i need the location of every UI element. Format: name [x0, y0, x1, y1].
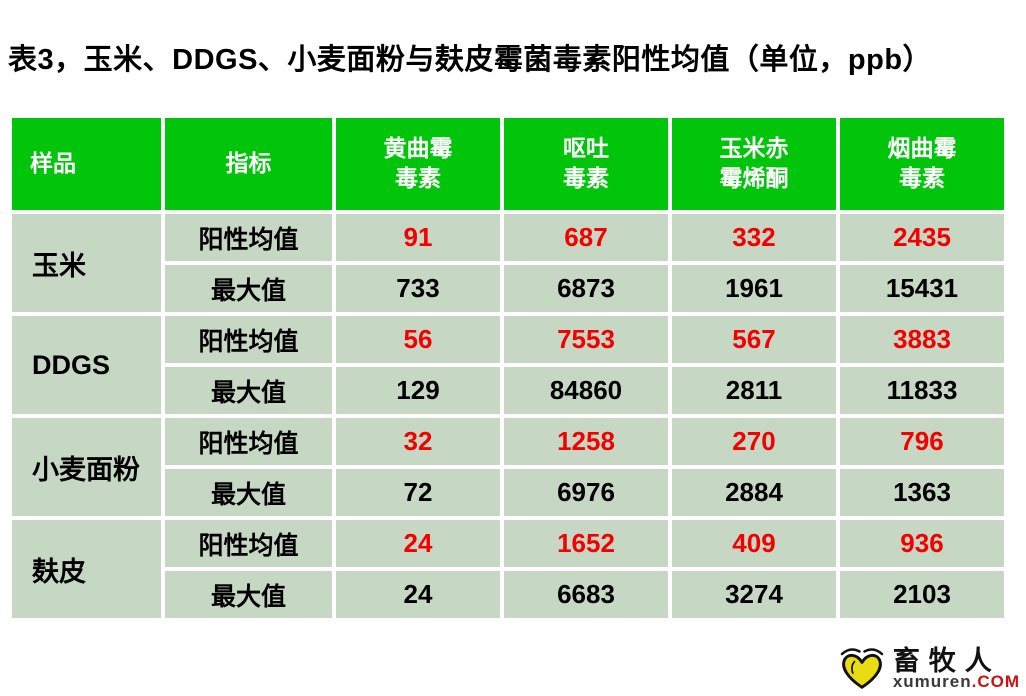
value-cell: 1363 — [840, 469, 1004, 516]
table-row: 麸皮 阳性均值 24 1652 409 936 — [12, 520, 1004, 618]
table-row: 玉米 阳性均值 91 687 332 2435 — [12, 214, 1004, 312]
value-cell: 1258 — [504, 418, 668, 465]
value-cell: 84860 — [504, 367, 668, 414]
sample-cell-wheat-flour: 小麦面粉 — [12, 418, 161, 516]
header-sample: 样品 — [12, 118, 161, 210]
sample-cell-bran: 麸皮 — [12, 520, 161, 618]
value-cell: 6976 — [504, 469, 668, 516]
value-cell: 1652 — [504, 520, 668, 567]
table-row: DDGS 阳性均值 56 7553 567 3883 — [12, 316, 1004, 414]
table-row: 最大值 72 6976 2884 1363 — [12, 469, 1004, 516]
row-label-max: 最大值 — [165, 571, 332, 618]
header-row: 样品 指标 黄曲霉 毒素 呕吐 毒素 玉米赤 霉烯酮 烟曲霉 毒素 — [12, 118, 1004, 210]
value-cell: 270 — [672, 418, 836, 465]
sample-cell-ddgs: DDGS — [12, 316, 161, 414]
value-cell: 32 — [336, 418, 500, 465]
table-row: 最大值 733 6873 1961 15431 — [12, 265, 1004, 312]
value-cell: 129 — [336, 367, 500, 414]
value-cell: 72 — [336, 469, 500, 516]
table-row: 最大值 129 84860 2811 11833 — [12, 367, 1004, 414]
value-cell: 936 — [840, 520, 1004, 567]
mycotoxin-table: 样品 指标 黄曲霉 毒素 呕吐 毒素 玉米赤 霉烯酮 烟曲霉 毒素 玉米 阳性均… — [8, 114, 1008, 622]
value-cell: 11833 — [840, 367, 1004, 414]
row-label-max: 最大值 — [165, 265, 332, 312]
logo-brand-text: 畜牧人 — [892, 646, 1001, 676]
xumuren-logo: 畜牧人 xumuren.COM — [837, 645, 1020, 693]
row-label-max: 最大值 — [165, 367, 332, 414]
value-cell: 6683 — [504, 571, 668, 618]
value-cell: 2884 — [672, 469, 836, 516]
value-cell: 91 — [336, 214, 500, 261]
value-cell: 2435 — [840, 214, 1004, 261]
value-cell: 733 — [336, 265, 500, 312]
row-label-positive: 阳性均值 — [165, 214, 332, 261]
value-cell: 24 — [336, 571, 500, 618]
value-cell: 2811 — [672, 367, 836, 414]
value-cell: 3274 — [672, 571, 836, 618]
header-vomitoxin: 呕吐 毒素 — [504, 118, 668, 210]
value-cell: 1961 — [672, 265, 836, 312]
value-cell: 6873 — [504, 265, 668, 312]
logo-url-text: xumuren.COM — [893, 673, 1020, 690]
table-row: 最大值 24 6683 3274 2103 — [12, 571, 1004, 618]
value-cell: 56 — [336, 316, 500, 363]
value-cell: 7553 — [504, 316, 668, 363]
value-cell: 796 — [840, 418, 1004, 465]
table-row: 小麦面粉 阳性均值 32 1258 270 796 — [12, 418, 1004, 516]
header-zearalenone: 玉米赤 霉烯酮 — [672, 118, 836, 210]
row-label-max: 最大值 — [165, 469, 332, 516]
value-cell: 24 — [336, 520, 500, 567]
sample-cell-corn: 玉米 — [12, 214, 161, 312]
value-cell: 687 — [504, 214, 668, 261]
value-cell: 409 — [672, 520, 836, 567]
header-fumigatoxin: 烟曲霉 毒素 — [840, 118, 1004, 210]
row-label-positive: 阳性均值 — [165, 316, 332, 363]
row-label-positive: 阳性均值 — [165, 418, 332, 465]
heart-logo-icon — [840, 648, 884, 689]
value-cell: 2103 — [840, 571, 1004, 618]
value-cell: 332 — [672, 214, 836, 261]
value-cell: 15431 — [840, 265, 1004, 312]
header-indicator: 指标 — [165, 118, 332, 210]
header-aflatoxin: 黄曲霉 毒素 — [336, 118, 500, 210]
page-title: 表3，玉米、DDGS、小麦面粉与麸皮霉菌毒素阳性均值（单位，ppb） — [8, 44, 933, 76]
row-label-positive: 阳性均值 — [165, 520, 332, 567]
logo-url-tld: .COM — [971, 672, 1020, 691]
value-cell: 3883 — [840, 316, 1004, 363]
logo-url-name: xumuren — [892, 672, 972, 691]
value-cell: 567 — [672, 316, 836, 363]
